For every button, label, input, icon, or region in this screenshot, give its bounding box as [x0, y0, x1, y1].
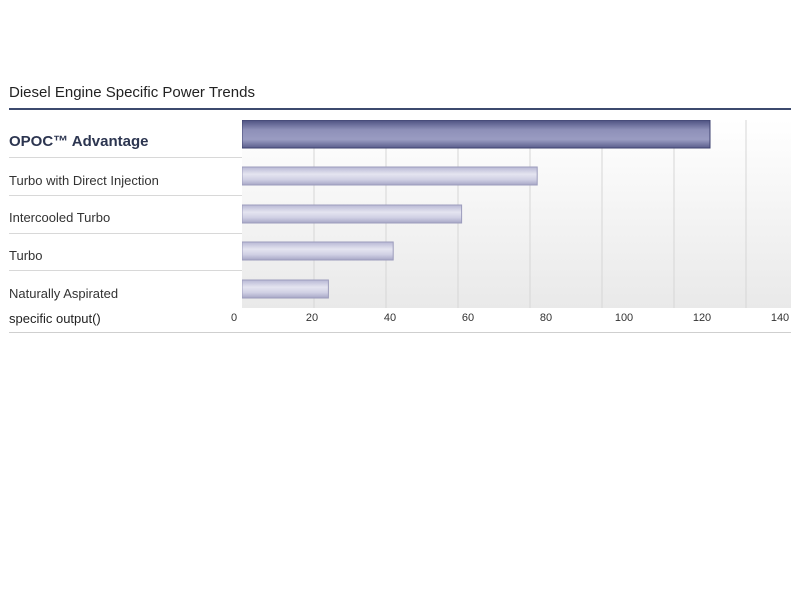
title-divider	[9, 108, 791, 110]
x-tick-label-5: 100	[614, 312, 634, 324]
x-axis-label: specific output()	[9, 311, 101, 326]
x-tick-label-3: 60	[461, 312, 475, 324]
category-label-1: Turbo with Direct Injection	[9, 173, 159, 188]
x-tick-label-6: 120	[692, 312, 712, 324]
x-tick-label-0: 0	[230, 312, 238, 324]
x-tick-label-1: 20	[305, 312, 319, 324]
bar-plot-area	[242, 120, 791, 308]
chart-title: Diesel Engine Specific Power Trends	[9, 84, 255, 101]
category-label-3: Turbo	[9, 248, 43, 263]
bar-3	[242, 241, 394, 261]
x-tick-label-7: 140	[770, 312, 790, 324]
bar-1	[242, 166, 538, 186]
x-tick-label-2: 40	[383, 312, 397, 324]
category-label-0: OPOC™ Advantage	[9, 133, 149, 150]
bottom-divider	[9, 332, 791, 333]
bar-4	[242, 279, 329, 299]
category-label-4: Naturally Aspirated	[9, 286, 119, 301]
category-label-2: Intercooled Turbo	[9, 210, 111, 225]
x-tick-label-4: 80	[539, 312, 553, 324]
bar-2	[242, 204, 463, 224]
bar-0	[242, 120, 711, 149]
